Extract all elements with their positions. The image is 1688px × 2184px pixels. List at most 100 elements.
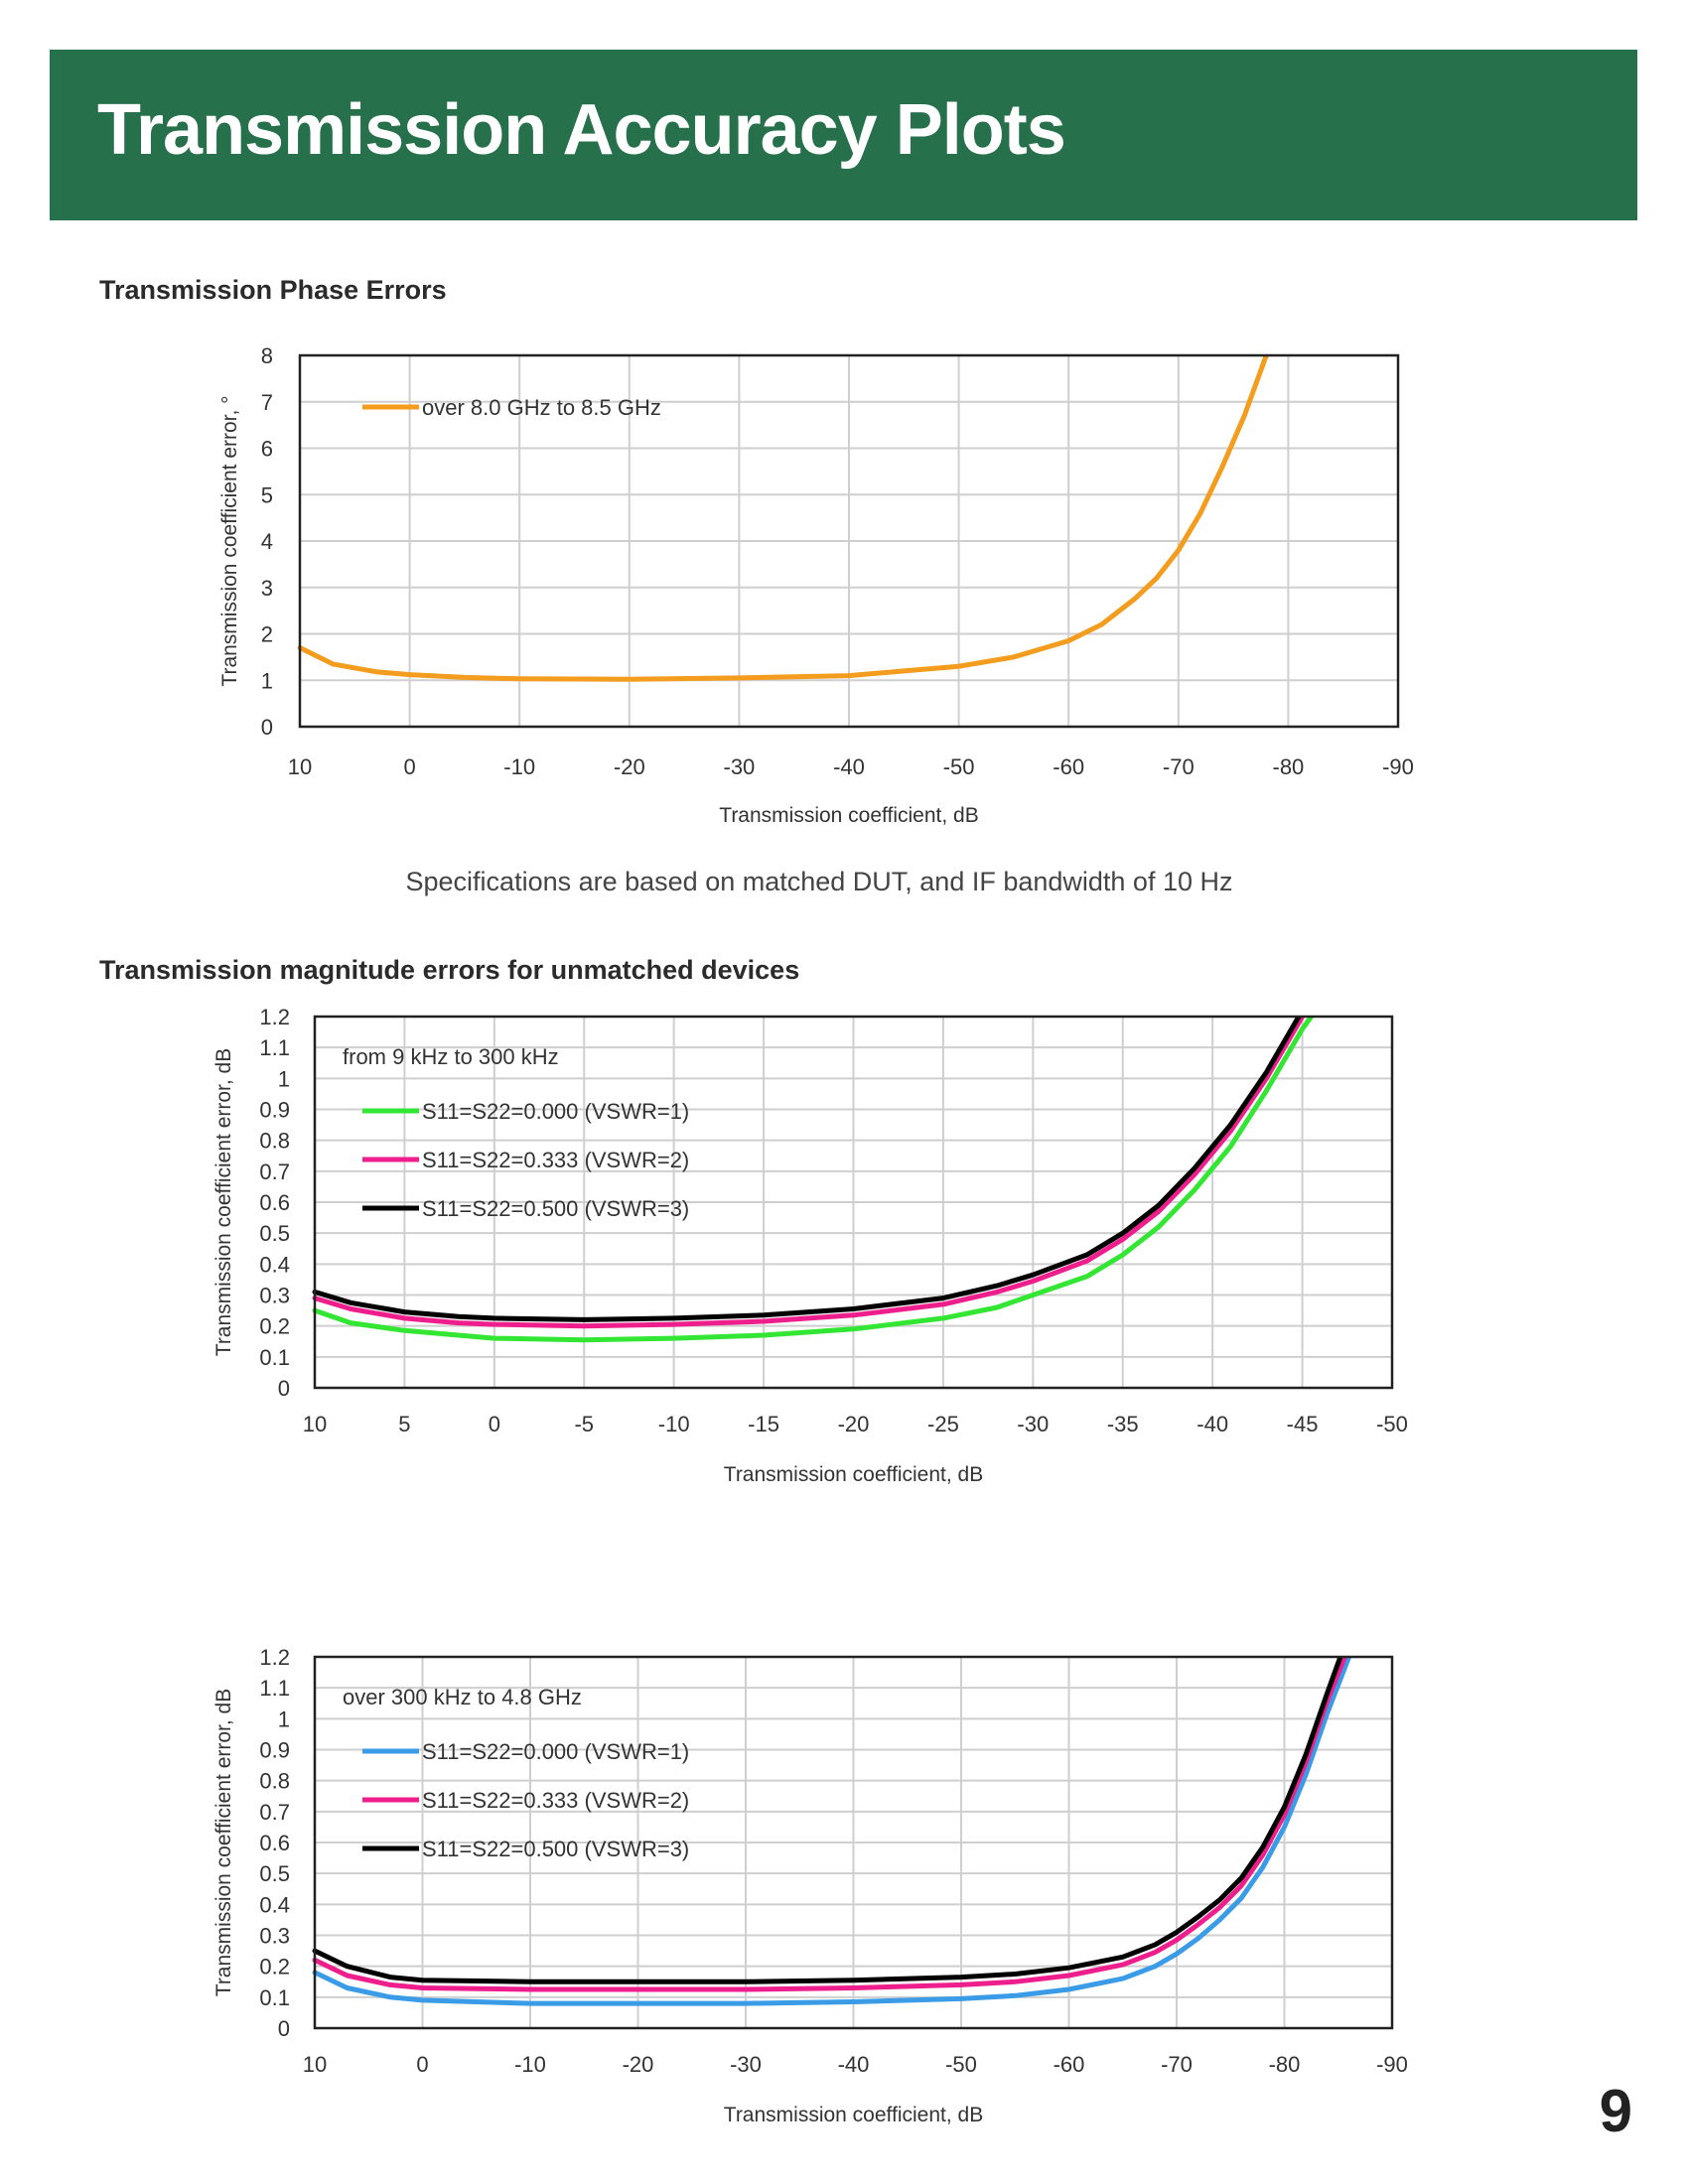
x-tick-label: -50 — [1376, 1412, 1408, 1436]
series-line-3 — [312, 1654, 1343, 1984]
y-tick-label: 1 — [278, 1706, 290, 1731]
y-tick-label: 8 — [261, 343, 273, 368]
y-axis-title: Transmission coefficient error, dB — [212, 1689, 235, 1996]
x-tick-label: -30 — [1017, 1412, 1049, 1436]
legend-label-3: S11=S22=0.500 (VSWR=3) — [422, 1196, 689, 1221]
x-tick-label: -15 — [748, 1412, 779, 1436]
header-bar: Transmission Accuracy Plots — [50, 50, 1637, 220]
y-tick-label: 1 — [261, 668, 273, 693]
y-tick-label: 0.3 — [259, 1924, 290, 1949]
x-tick-label: 0 — [489, 1412, 500, 1436]
x-tick-label: -25 — [927, 1412, 959, 1436]
legend-label-2: S11=S22=0.333 (VSWR=2) — [422, 1788, 689, 1813]
x-axis-title: Transmission coefficient, dB — [724, 1463, 983, 1486]
x-tick-label: -40 — [838, 2052, 870, 2077]
x-tick-label: -50 — [943, 754, 975, 779]
x-tick-label: -10 — [514, 2052, 546, 2077]
y-tick-label: 0.8 — [259, 1769, 290, 1794]
x-tick-label: 10 — [303, 2052, 327, 2077]
x-tick-label: 0 — [416, 2052, 428, 2077]
y-tick-label: 0.5 — [259, 1221, 290, 1246]
y-tick-label: 0 — [278, 2016, 290, 2041]
y-tick-label: 0.8 — [259, 1129, 290, 1154]
magnitude-errors-heading: Transmission magnitude errors for unmatc… — [99, 955, 800, 985]
specification-note: Specifications are based on matched DUT,… — [405, 867, 1233, 896]
x-tick-label: -40 — [833, 754, 865, 779]
x-tick-label: 0 — [403, 754, 415, 779]
y-tick-label: 3 — [261, 576, 273, 601]
series-line-2 — [312, 1014, 1306, 1329]
y-tick-label: 0 — [278, 1376, 290, 1401]
plot-frame — [313, 1015, 1394, 1390]
x-axis-title: Transmission coefficient, dB — [724, 2104, 983, 2126]
magnitude-error-chart-low-frequency: 10 5 0 -5 -10 -15 -20 -25 -30 -35 -40 -45 -50 0 0.1 0.2… — [212, 1003, 1408, 1486]
y-tick-label: 2 — [261, 622, 273, 647]
x-tick-label: -90 — [1382, 754, 1414, 779]
magnitude-error-chart-high-frequency: 10 0 -10 -20 -30 -40 -50 -60 -70 -80 -90 0 0.1 0.2 0.3… — [212, 1643, 1408, 2126]
x-tick-label: -60 — [1053, 754, 1084, 779]
y-tick-label: 0.1 — [259, 1345, 290, 1370]
y-tick-label: 1.1 — [259, 1035, 290, 1060]
y-tick-label: 0.5 — [259, 1861, 290, 1886]
x-tick-label: -50 — [945, 2052, 977, 2077]
x-tick-label: -20 — [623, 2052, 654, 2077]
series-line-1 — [312, 1014, 1315, 1343]
x-tick-label: -80 — [1269, 2052, 1301, 2077]
x-tick-label: -5 — [574, 1412, 594, 1436]
y-tick-label: 5 — [261, 482, 273, 507]
y-tick-label: 0.6 — [259, 1831, 290, 1855]
x-tick-label: -10 — [658, 1412, 690, 1436]
x-tick-label: -30 — [724, 754, 756, 779]
plot-top-mask — [313, 1003, 1394, 1016]
plot-frame — [298, 353, 1400, 729]
x-tick-label: -20 — [614, 754, 645, 779]
y-tick-label: 0.2 — [259, 1314, 290, 1339]
series-line-2 — [312, 1654, 1347, 1992]
legend-label-2: S11=S22=0.333 (VSWR=2) — [422, 1148, 689, 1172]
series-line-3 — [312, 1014, 1302, 1322]
y-tick-label: 1.1 — [259, 1676, 290, 1701]
x-tick-label: -45 — [1287, 1412, 1319, 1436]
y-tick-label: 0.6 — [259, 1190, 290, 1215]
y-tick-label: 0.1 — [259, 1985, 290, 2010]
series-line-1 — [312, 1654, 1352, 2006]
x-tick-label: -30 — [730, 2052, 762, 2077]
x-tick-label: -70 — [1161, 2052, 1193, 2077]
y-tick-label: 1.2 — [259, 1005, 290, 1029]
page-title: Transmission Accuracy Plots — [97, 90, 1066, 170]
x-axis-title: Transmission coefficient, dB — [719, 804, 978, 827]
page-number: 9 — [1599, 2078, 1632, 2144]
y-tick-label: 1 — [278, 1066, 290, 1091]
series-line-1 — [297, 352, 1269, 682]
y-tick-label: 0.2 — [259, 1955, 290, 1979]
x-tick-label: -70 — [1163, 754, 1195, 779]
legend-label-1: S11=S22=0.000 (VSWR=1) — [422, 1099, 689, 1124]
y-tick-label: 0.3 — [259, 1284, 290, 1308]
plot-top-mask — [313, 1643, 1394, 1656]
x-tick-label: -10 — [503, 754, 535, 779]
y-tick-label: 6 — [261, 437, 273, 462]
legend-title: over 300 kHz to 4.8 GHz — [343, 1685, 582, 1709]
x-tick-label: -80 — [1273, 754, 1305, 779]
x-tick-label: -40 — [1196, 1412, 1228, 1436]
y-tick-label: 0.4 — [259, 1252, 290, 1277]
y-tick-label: 4 — [261, 529, 273, 554]
x-tick-label: -90 — [1376, 2052, 1408, 2077]
y-tick-label: 0.7 — [259, 1800, 290, 1825]
y-axis-title: Transmission coefficient error, ° — [218, 395, 241, 686]
phase-error-chart: 10 0 -10 -20 -30 -40 -50 -60 -70 -80 -90 0 1 2 3 4 5 6 7 8 T… — [218, 338, 1414, 827]
plot-frame — [313, 1655, 1394, 2030]
y-tick-label: 0.7 — [259, 1160, 290, 1184]
y-tick-label: 0 — [261, 715, 273, 740]
y-tick-label: 0.4 — [259, 1892, 290, 1917]
legend-label-3: S11=S22=0.500 (VSWR=3) — [422, 1837, 689, 1861]
y-tick-label: 0.9 — [259, 1098, 290, 1123]
phase-errors-heading: Transmission Phase Errors — [99, 275, 447, 305]
legend-label-1: over 8.0 GHz to 8.5 GHz — [422, 395, 661, 420]
legend-title: from 9 kHz to 300 kHz — [343, 1044, 559, 1069]
x-tick-label: -60 — [1054, 2052, 1085, 2077]
x-tick-label: 10 — [288, 754, 312, 779]
y-tick-label: 7 — [261, 390, 273, 415]
x-tick-label: 10 — [303, 1412, 327, 1436]
y-axis-title: Transmission coefficient error, dB — [212, 1048, 235, 1356]
